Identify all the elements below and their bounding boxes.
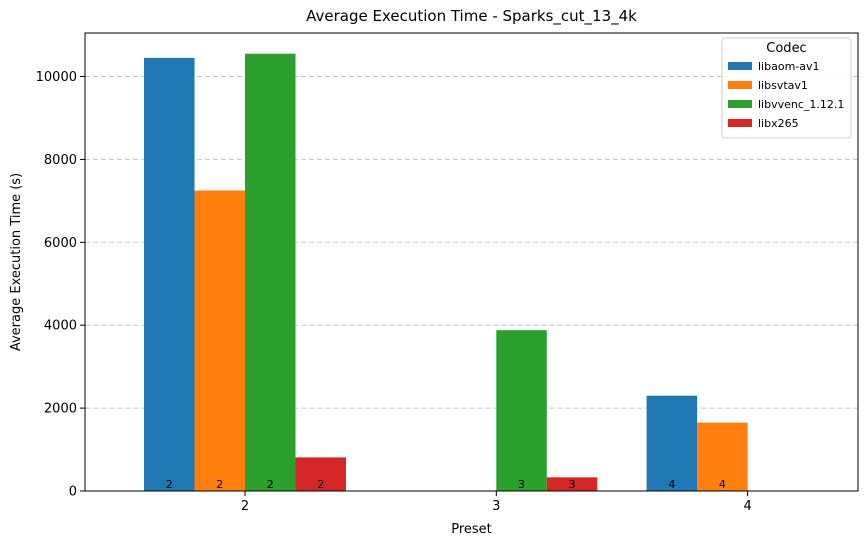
y-tick-label: 10000 (36, 70, 77, 85)
y-axis-label: Average Execution Time (s) (9, 173, 24, 351)
plot-frame (84, 32, 859, 492)
y-tick-label: 4000 (44, 319, 77, 334)
bar-label: 3 (569, 478, 576, 491)
bar-libsvtav1-2 (194, 190, 245, 491)
bars (144, 53, 748, 492)
bar-label: 2 (166, 478, 173, 491)
bar-label: 2 (317, 478, 324, 491)
y-tick-label: 0 (69, 485, 77, 500)
y-tick-label: 2000 (44, 402, 77, 417)
bar-libx265-3 (546, 477, 598, 491)
legend-label: libsvtav1 (758, 79, 808, 92)
legend-label: libx265 (758, 117, 799, 130)
bar-libsvtav1-4 (697, 422, 748, 491)
bar-label: 2 (216, 478, 223, 491)
bar-libaom-av1-2 (144, 57, 195, 492)
legend-title: Codec (766, 41, 806, 56)
legend-label: libaom-av1 (758, 60, 820, 73)
x-tick-label: 4 (743, 499, 751, 514)
legend-swatch (728, 100, 752, 108)
chart-title: Average Execution Time - Sparks_cut_13_4… (306, 7, 637, 26)
bar-libvvenc_1.12.1-3 (496, 330, 547, 491)
y-tick-label: 6000 (44, 236, 77, 251)
x-axis-label: Preset (451, 522, 492, 537)
legend: Codec libaom-av1 libsvtav1 libvvenc_1.12.1… (721, 37, 852, 139)
bar-libaom-av1-4 (646, 395, 698, 491)
x-tick-label: 3 (492, 499, 500, 514)
legend-swatch (728, 119, 752, 127)
bar-label: 2 (267, 478, 274, 491)
x-tick-label: 2 (241, 499, 249, 514)
bar-labels: 2 4 2 4 2 3 2 3 (166, 478, 726, 491)
x-axis: 2 3 4 (241, 491, 752, 514)
bar-label: 4 (668, 478, 675, 491)
legend-box (721, 37, 852, 139)
legend-swatch (728, 62, 752, 70)
bar-label: 4 (719, 478, 726, 491)
legend-items: libaom-av1 libsvtav1 libvvenc_1.12.1 libx26… (728, 60, 844, 130)
y-tick-label: 8000 (44, 153, 77, 168)
bar-label: 3 (518, 478, 525, 491)
y-axis: 0 2000 4000 6000 8000 10000 (36, 70, 85, 500)
bar-libx265-2 (295, 457, 346, 491)
legend-swatch (728, 81, 752, 89)
bar-libvvenc_1.12.1-2 (245, 53, 296, 491)
legend-label: libvvenc_1.12.1 (758, 98, 844, 111)
